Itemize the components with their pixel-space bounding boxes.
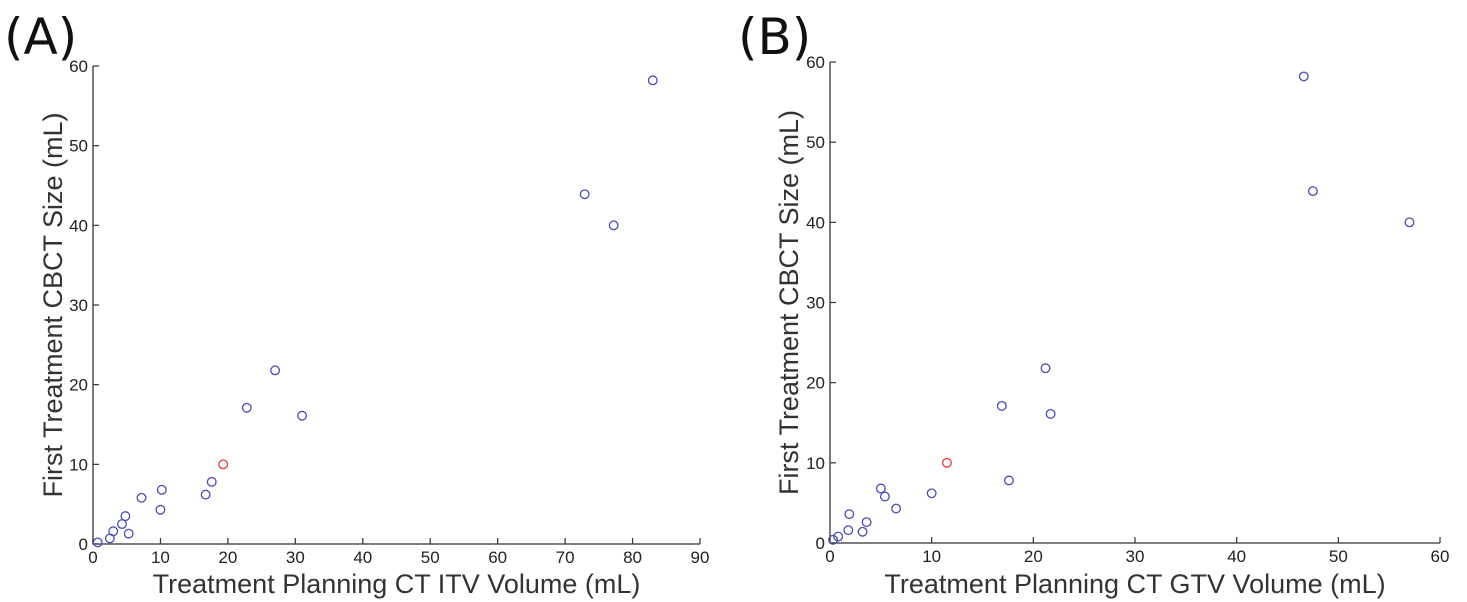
panel-b-data-point [1298,71,1309,82]
panel-b-y-tick-label: 10 [806,454,825,473]
panel-a-data-point [92,537,103,548]
panel-b-y-tick-label: 50 [806,133,825,152]
panel-b-data-point [1003,475,1014,486]
panel-a-data-point [123,528,134,539]
panel-b-data-point [861,517,872,528]
panel-a-y-axis-title: First Treatment CBCT Size (mL) [38,112,68,497]
panel-a-x-axis-title: Treatment Planning CT ITV Volume (mL) [153,569,641,599]
panel-b-data-point [1404,217,1415,228]
panel-b-x-tick-label: 0 [825,547,834,566]
panel-b: (B) 0 10 20 30 40 50 60 0 10 20 30 40 50 60 Treatment P… [738,8,1449,599]
panel-b-y-tick-label: 0 [816,534,825,553]
panel-a-data-point [156,484,167,495]
panel-b-x-tick-label: 10 [922,547,941,566]
panel-b-x-tick-label: 20 [1024,547,1043,566]
panel-b-highlight-point [941,457,952,468]
panel-b-data-point [926,488,937,499]
panel-a-data-point [579,189,590,200]
panel-a-data-point [117,519,127,530]
panel-a-data-point [297,410,308,421]
panel-a-x-tick-label: 20 [218,548,237,567]
panel-b-data-point [843,525,854,536]
panel-a-x-tick-label: 60 [488,548,507,567]
panel-b-y-tick-label: 20 [806,374,825,393]
panel-b-data-point [891,503,902,514]
panel-a-x-tick-label: 50 [421,548,440,567]
panel-a-label: (A) [4,8,77,66]
panel-a-data-point [200,489,211,500]
panel-a-data-point [155,504,166,515]
panel-a-data-point [136,492,147,503]
panel-b-data-point [1040,363,1051,374]
panel-a: (A) 0 10 20 30 40 50 60 70 80 90 0 10 20 30 40 50 60 Treat… [4,8,709,599]
panel-b-label: (B) [738,8,811,66]
panel-a-y-tick-label: 40 [69,216,88,235]
panel-a-y-tick-label: 50 [69,137,88,156]
panel-b-data-point [844,509,855,520]
panel-a-x-tick-label: 70 [556,548,575,567]
panel-a-data-point [647,75,658,86]
panel-b-y-tick-label: 30 [806,294,825,313]
panel-a-x-tick-label: 10 [151,548,170,567]
panel-b-data-point [833,531,844,542]
panel-a-x-tick-label: 90 [691,548,710,567]
panel-b-data-point [1045,408,1056,419]
panel-a-y-tick-label: 60 [69,57,88,76]
panel-b-data-point [879,491,890,502]
panel-a-data-point [120,511,131,522]
panel-a-data-point [108,526,119,537]
panel-a-y-tick-label: 20 [69,376,88,395]
panel-a-data-point [270,365,281,376]
panel-a-axes [92,66,700,545]
panel-a-y-tick-label: 0 [79,535,88,554]
panel-a-y-tick-label: 10 [69,455,88,474]
panel-b-y-axis-title: First Treatment CBCT Size (mL) [774,110,804,495]
panel-a-highlight-point [218,459,229,470]
panel-a-y-tick-label: 30 [69,296,88,315]
panel-a-data-point [206,476,217,487]
panel-b-axes [829,62,1440,544]
panel-a-data-point [608,220,619,231]
panel-a-data-point [241,402,252,413]
panel-b-data-point [875,483,886,494]
panel-b-x-tick-label: 50 [1329,547,1348,566]
panel-a-x-tick-label: 0 [88,548,97,567]
panel-b-x-tick-label: 30 [1126,547,1145,566]
panel-b-data-point [857,526,868,537]
panel-b-data-point [1307,186,1318,197]
panel-b-x-tick-label: 40 [1227,547,1246,566]
panel-b-x-tick-label: 60 [1431,547,1450,566]
panel-a-x-tick-label: 40 [353,548,372,567]
panel-b-x-axis-title: Treatment Planning CT GTV Volume (mL) [884,569,1385,599]
panel-b-data-point [828,534,839,545]
panel-b-data-point [996,400,1007,411]
panel-b-y-tick-label: 40 [806,213,825,232]
panel-a-x-tick-label: 80 [623,548,642,567]
panel-b-y-tick-label: 60 [806,53,825,72]
panel-a-x-tick-label: 30 [286,548,305,567]
